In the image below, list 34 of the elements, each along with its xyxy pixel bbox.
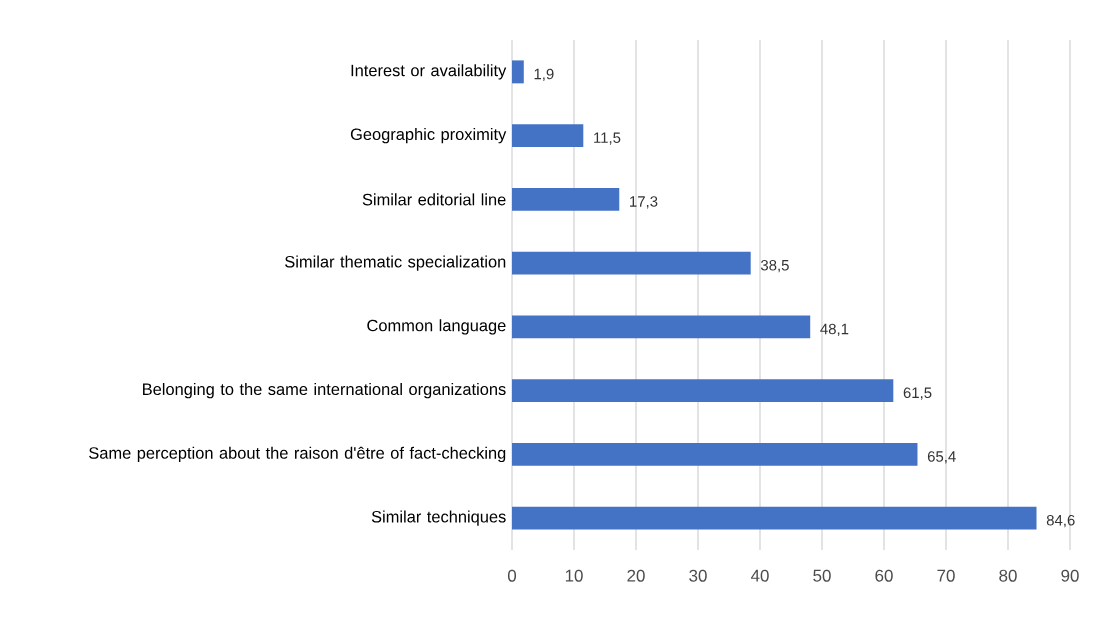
bar xyxy=(512,442,918,466)
y-tick-label: Similar techniques xyxy=(371,510,506,526)
y-tick-label: Common language xyxy=(367,319,506,335)
x-tick-label: 10 xyxy=(565,569,583,582)
bar xyxy=(512,124,584,148)
data-label: 17,3 xyxy=(630,196,658,209)
x-tick-label: 20 xyxy=(627,569,645,582)
bar xyxy=(512,315,811,339)
bar xyxy=(512,379,894,403)
bar xyxy=(512,251,751,275)
x-tick-label: 70 xyxy=(937,569,955,582)
y-tick-label: Interest or availability xyxy=(351,64,507,80)
bar xyxy=(512,506,1037,530)
x-tick-label: 90 xyxy=(1061,569,1079,582)
x-tick-label: 0 xyxy=(507,569,517,582)
data-label: 61,5 xyxy=(903,387,932,400)
x-tick-label: 40 xyxy=(750,569,769,582)
data-label: 11,5 xyxy=(594,132,621,145)
y-tick-label: Similar editorial line xyxy=(362,193,506,206)
data-label: 65,4 xyxy=(927,451,956,464)
y-tick-label: Geographic proximity xyxy=(350,127,507,144)
data-label: 48,1 xyxy=(820,323,849,337)
x-tick-label: 80 xyxy=(999,569,1017,582)
y-tick-label: Belonging to the same international organizations xyxy=(143,382,506,399)
y-tick-label: Same perception about the raison d'être of fact-checking xyxy=(89,446,506,463)
x-tick-label: 60 xyxy=(875,569,893,582)
data-label: 38,5 xyxy=(760,259,789,273)
data-label: 84,6 xyxy=(1046,514,1075,528)
bar xyxy=(512,187,620,211)
data-label: 1,9 xyxy=(534,68,554,82)
y-tick-label: Similar thematic specialization xyxy=(285,255,506,271)
bar xyxy=(512,60,524,84)
x-tick-label: 50 xyxy=(813,569,831,582)
x-tick-label: 30 xyxy=(689,569,707,582)
